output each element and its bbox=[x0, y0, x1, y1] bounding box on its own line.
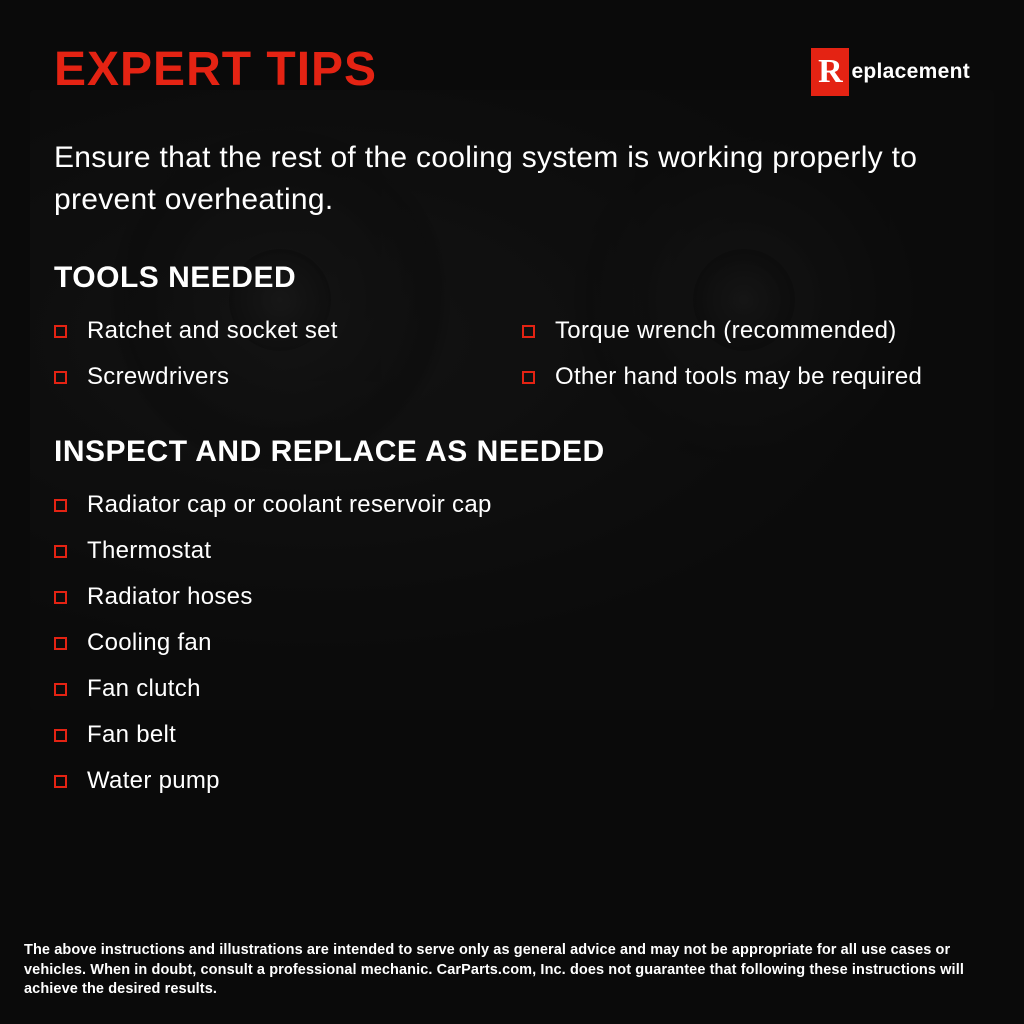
bullet-icon bbox=[54, 683, 67, 696]
list-item-label: Radiator hoses bbox=[87, 583, 253, 611]
list-item-label: Water pump bbox=[87, 767, 220, 795]
logo-letter-box: R bbox=[811, 48, 849, 96]
list-item: Torque wrench (recommended) bbox=[522, 317, 970, 345]
intro-text: Ensure that the rest of the cooling syst… bbox=[54, 137, 970, 221]
list-item: Cooling fan bbox=[54, 629, 970, 657]
bullet-icon bbox=[522, 325, 535, 338]
list-item: Screwdrivers bbox=[54, 363, 502, 391]
header: EXPERT TIPS R eplacement bbox=[54, 42, 970, 97]
inspect-heading: INSPECT AND REPLACE AS NEEDED bbox=[54, 435, 970, 469]
list-item-label: Fan belt bbox=[87, 721, 176, 749]
list-item: Thermostat bbox=[54, 537, 970, 565]
bullet-icon bbox=[54, 545, 67, 558]
list-item: Radiator cap or coolant reservoir cap bbox=[54, 491, 970, 519]
list-item: Radiator hoses bbox=[54, 583, 970, 611]
bullet-icon bbox=[54, 729, 67, 742]
list-item-label: Torque wrench (recommended) bbox=[555, 317, 897, 345]
bullet-icon bbox=[54, 775, 67, 788]
list-item-label: Cooling fan bbox=[87, 629, 212, 657]
list-item-label: Fan clutch bbox=[87, 675, 201, 703]
list-item-label: Radiator cap or coolant reservoir cap bbox=[87, 491, 492, 519]
page-title: EXPERT TIPS bbox=[54, 42, 377, 97]
bullet-icon bbox=[54, 637, 67, 650]
disclaimer-text: The above instructions and illustrations… bbox=[24, 941, 1000, 1000]
bullet-icon bbox=[54, 591, 67, 604]
list-item: Other hand tools may be required bbox=[522, 363, 970, 391]
list-item: Water pump bbox=[54, 767, 970, 795]
bullet-icon bbox=[522, 371, 535, 384]
list-item-label: Screwdrivers bbox=[87, 363, 229, 391]
list-item-label: Ratchet and socket set bbox=[87, 317, 338, 345]
list-item: Fan clutch bbox=[54, 675, 970, 703]
tools-list: Ratchet and socket set Torque wrench (re… bbox=[54, 317, 970, 391]
bullet-icon bbox=[54, 371, 67, 384]
list-item: Ratchet and socket set bbox=[54, 317, 502, 345]
list-item-label: Other hand tools may be required bbox=[555, 363, 922, 391]
logo-text: eplacement bbox=[851, 60, 970, 84]
list-item: Fan belt bbox=[54, 721, 970, 749]
list-item-label: Thermostat bbox=[87, 537, 211, 565]
bullet-icon bbox=[54, 499, 67, 512]
brand-logo: R eplacement bbox=[811, 48, 970, 96]
inspect-list: Radiator cap or coolant reservoir cap Th… bbox=[54, 491, 970, 795]
tools-heading: TOOLS NEEDED bbox=[54, 261, 970, 295]
content-container: EXPERT TIPS R eplacement Ensure that the… bbox=[0, 0, 1024, 1024]
bullet-icon bbox=[54, 325, 67, 338]
